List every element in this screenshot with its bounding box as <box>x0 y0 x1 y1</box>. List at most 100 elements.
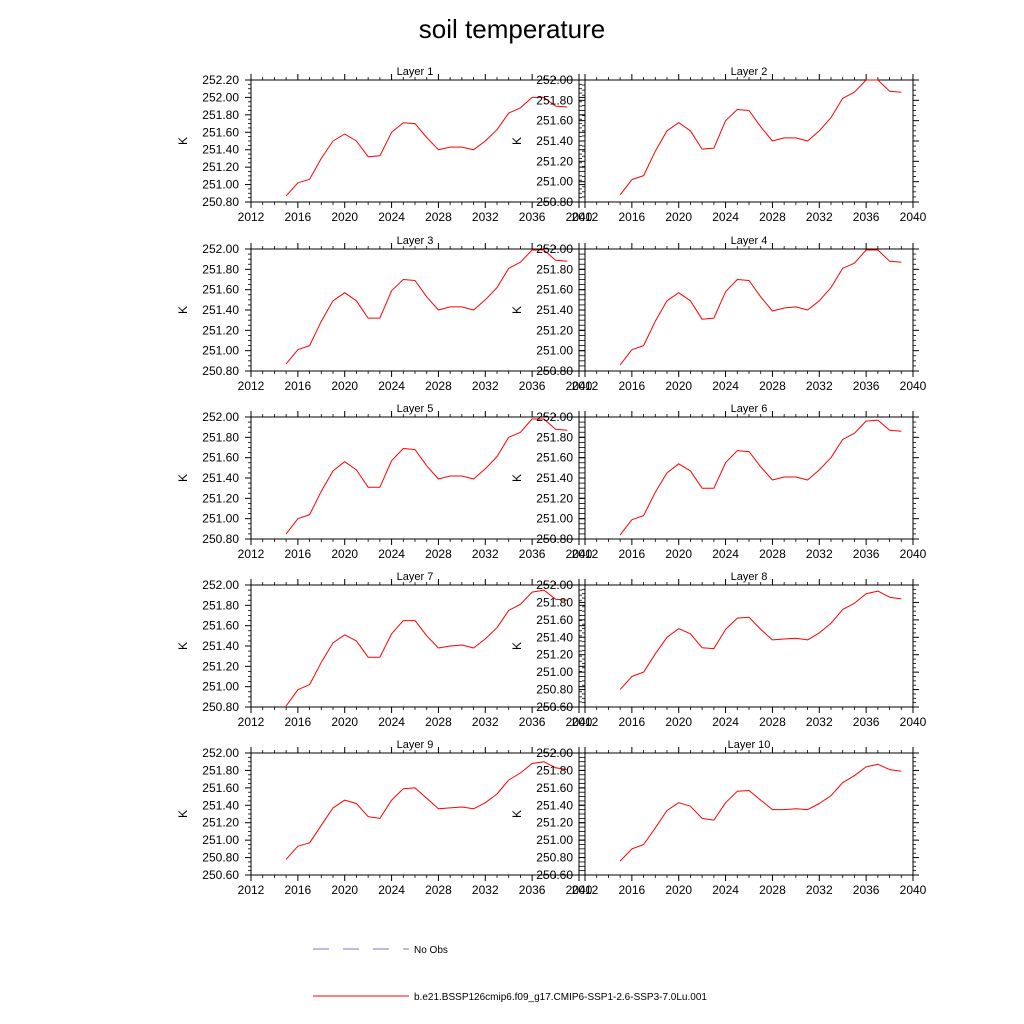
y-tick-label: 251.80 <box>536 595 573 609</box>
y-tick-label: 251.20 <box>536 154 573 168</box>
y-tick-label: 251.40 <box>202 303 239 317</box>
x-tick-label: 2016 <box>285 883 312 897</box>
y-axis-label: K <box>510 642 524 650</box>
x-tick-label: 2028 <box>759 379 786 393</box>
x-tick-label: 2028 <box>759 715 786 729</box>
x-tick-label: 2024 <box>378 715 405 729</box>
x-tick-label: 2016 <box>619 547 646 561</box>
y-tick-label: 251.00 <box>202 344 239 358</box>
x-tick-label: 2016 <box>619 883 646 897</box>
x-tick-label: 2032 <box>472 715 499 729</box>
x-tick-label: 2012 <box>238 715 265 729</box>
y-axis-label: K <box>176 642 190 650</box>
x-tick-label: 2024 <box>712 379 739 393</box>
x-tick-label: 2012 <box>238 210 265 224</box>
plot-frame <box>584 416 914 540</box>
y-tick-label: 251.80 <box>202 598 239 612</box>
y-tick-label: 251.80 <box>202 430 239 444</box>
y-tick-label: 252.00 <box>202 242 239 256</box>
plot-frame <box>584 248 914 372</box>
x-tick-label: 2016 <box>285 547 312 561</box>
x-tick-label: 2016 <box>285 379 312 393</box>
x-tick-label: 2012 <box>572 547 599 561</box>
y-tick-label: 251.00 <box>536 175 573 189</box>
y-tick-label: 250.80 <box>536 364 573 378</box>
x-tick-label: 2040 <box>566 715 593 729</box>
y-tick-label: 251.00 <box>536 512 573 526</box>
y-tick-label: 251.20 <box>536 491 573 505</box>
y-tick-label: 251.20 <box>202 323 239 337</box>
panel-title: Layer 7 <box>397 571 434 583</box>
panel-layer-10: Layer 10 2012 2016 2020 2024 2028 2032 2036 2040… <box>510 739 927 897</box>
x-tick-label: 2016 <box>619 210 646 224</box>
x-tick-label: 2036 <box>519 883 546 897</box>
x-tick-label: 2032 <box>806 210 833 224</box>
x-tick-label: 2040 <box>566 210 593 224</box>
x-tick-label: 2020 <box>665 210 692 224</box>
y-tick-label: 250.80 <box>536 851 573 865</box>
plot-frame <box>584 79 914 203</box>
series-line <box>619 590 902 690</box>
x-tick-label: 2028 <box>759 547 786 561</box>
x-tick-label: 2036 <box>853 883 880 897</box>
x-tick-label: 2024 <box>712 210 739 224</box>
y-tick-label: 250.80 <box>536 195 573 209</box>
y-tick-label: 251.00 <box>536 665 573 679</box>
x-tick-label: 2032 <box>472 547 499 561</box>
y-axis-label: K <box>176 137 190 145</box>
x-tick-label: 2036 <box>853 210 880 224</box>
y-tick-label: 251.40 <box>536 630 573 644</box>
y-tick-label: 252.00 <box>202 90 239 104</box>
y-tick-label: 251.20 <box>202 816 239 830</box>
x-tick-label: 2040 <box>900 379 927 393</box>
y-tick-label: 251.00 <box>202 680 239 694</box>
x-tick-label: 2020 <box>331 883 358 897</box>
y-tick-label: 251.80 <box>536 93 573 107</box>
y-axis-label: K <box>176 474 190 482</box>
y-tick-label: 251.60 <box>536 114 573 128</box>
series-line <box>285 761 568 860</box>
panel-title: Layer 9 <box>397 739 434 751</box>
y-tick-label: 250.60 <box>536 700 573 714</box>
x-tick-label: 2012 <box>572 379 599 393</box>
x-tick-label: 2036 <box>853 379 880 393</box>
legend-label-no-obs: No Obs <box>414 945 448 956</box>
y-tick-label: 251.40 <box>202 798 239 812</box>
legend-label-model: b.e21.BSSP126cmip6.f09_g17.CMIP6-SSP1-2.… <box>414 992 707 1003</box>
y-tick-label: 251.20 <box>536 648 573 662</box>
x-tick-label: 2040 <box>566 379 593 393</box>
x-tick-label: 2040 <box>900 547 927 561</box>
y-tick-label: 251.60 <box>202 451 239 465</box>
x-tick-label: 2016 <box>285 715 312 729</box>
y-tick-label: 250.80 <box>202 851 239 865</box>
panel-title: Layer 6 <box>731 403 768 415</box>
y-tick-label: 251.60 <box>536 283 573 297</box>
x-tick-label: 2016 <box>619 379 646 393</box>
panel-title: Layer 3 <box>397 235 434 247</box>
x-tick-label: 2032 <box>472 883 499 897</box>
x-tick-label: 2012 <box>572 715 599 729</box>
y-tick-label: 251.40 <box>202 639 239 653</box>
y-tick-label: 250.80 <box>536 532 573 546</box>
x-tick-label: 2032 <box>806 715 833 729</box>
y-tick-label: 250.80 <box>202 532 239 546</box>
x-tick-label: 2036 <box>519 210 546 224</box>
y-tick-label: 250.80 <box>202 364 239 378</box>
x-tick-label: 2024 <box>378 210 405 224</box>
x-tick-label: 2036 <box>853 547 880 561</box>
x-tick-label: 2012 <box>572 883 599 897</box>
x-tick-label: 2028 <box>759 883 786 897</box>
panel-title: Layer 5 <box>397 403 434 415</box>
panel-title: Layer 4 <box>731 235 768 247</box>
x-tick-label: 2036 <box>519 715 546 729</box>
series-line <box>285 418 568 535</box>
y-tick-label: 251.80 <box>536 430 573 444</box>
y-tick-label: 252.00 <box>536 73 573 87</box>
x-tick-label: 2024 <box>378 379 405 393</box>
y-tick-label: 250.80 <box>202 700 239 714</box>
x-tick-label: 2036 <box>519 547 546 561</box>
